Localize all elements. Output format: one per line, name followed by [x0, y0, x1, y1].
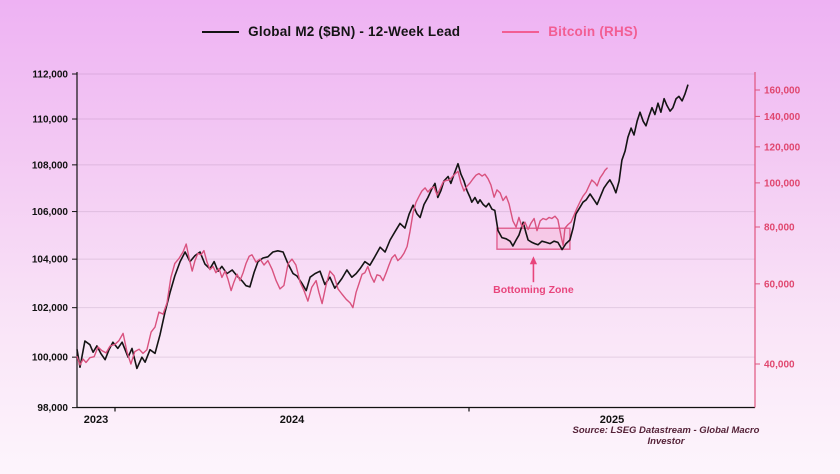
left-axis-tick-label: 108,000	[32, 160, 69, 171]
x-axis-year-label: 2025	[600, 414, 624, 426]
left-axis-tick-label: 112,000	[32, 69, 68, 80]
bottoming-zone-label: Bottoming Zone	[493, 284, 574, 296]
right-axis-tick-label: 120,000	[764, 142, 801, 153]
left-axis-tick-label: 102,000	[32, 303, 69, 314]
right-axis-tick-label: 60,000	[764, 279, 795, 290]
left-axis-tick-label: 100,000	[32, 353, 69, 364]
right-axis-tick-label: 80,000	[764, 222, 795, 233]
m2-legend-label: Global M2 ($BN) - 12-Week Lead	[248, 24, 461, 39]
legend-item-m2: Global M2 ($BN) - 12-Week Lead	[202, 24, 460, 39]
m2-series-line	[76, 84, 689, 370]
bottoming-zone-box	[496, 227, 571, 250]
left-axis-tick-label: 98,000	[37, 403, 68, 414]
bottoming-zone-arrowhead	[529, 256, 538, 265]
right-axis-tick-label: 40,000	[764, 359, 795, 370]
chart-legend: Global M2 ($BN) - 12-Week Lead Bitcoin (…	[0, 24, 840, 39]
right-axis-tick-label: 160,000	[764, 86, 801, 97]
source-credit: Source: LSEG Datastream - Global Macro I…	[572, 425, 760, 447]
right-axis-tick-label: 100,000	[764, 178, 801, 189]
x-axis-year-label: 2023	[84, 414, 108, 426]
left-axis-tick-label: 110,000	[32, 115, 68, 126]
left-axis-tick-label: 104,000	[32, 255, 69, 266]
bitcoin-series-line	[76, 167, 608, 366]
right-axis-tick-label: 140,000	[764, 112, 801, 123]
bitcoin-line-sample-icon	[502, 30, 540, 33]
x-axis-year-label: 2024	[280, 414, 305, 426]
left-axis-tick-label: 106,000	[32, 207, 69, 218]
m2-line-sample-icon	[202, 30, 240, 33]
bitcoin-legend-label: Bitcoin (RHS)	[548, 24, 638, 39]
legend-item-bitcoin: Bitcoin (RHS)	[502, 24, 638, 39]
